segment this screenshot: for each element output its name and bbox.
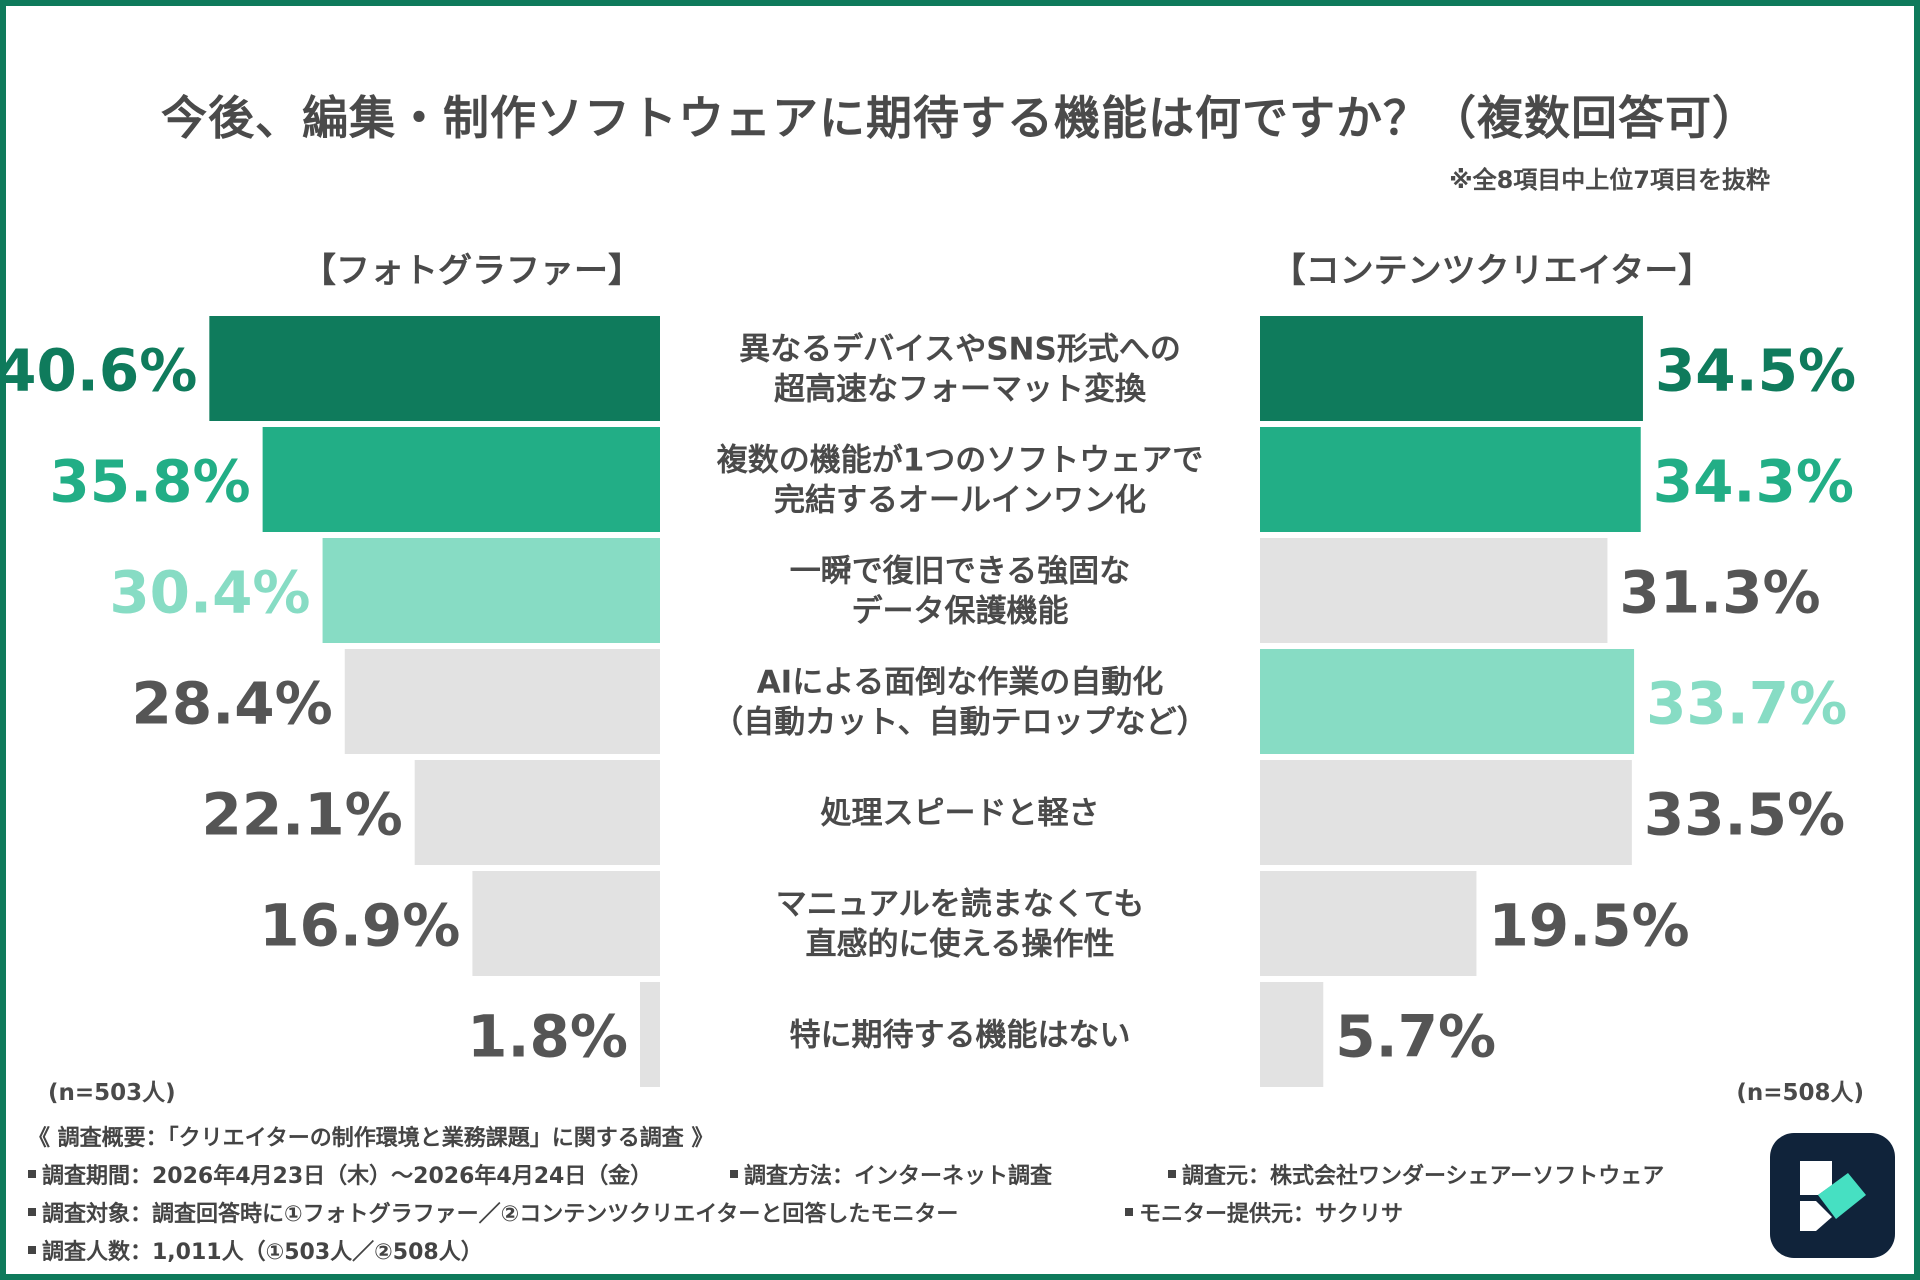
survey-monitor: モニター提供元：サクリサ bbox=[1139, 1202, 1404, 1227]
right-value-label: 33.7% bbox=[1646, 670, 1847, 738]
survey-method: 調査方法：インターネット調査 bbox=[744, 1164, 1053, 1189]
chart-title: 今後、編集・制作ソフトウェアに期待する機能は何ですか？（複数回答可） bbox=[161, 91, 1759, 145]
right-value-label: 31.3% bbox=[1619, 559, 1820, 627]
left-bar bbox=[209, 316, 660, 421]
left-bar bbox=[472, 871, 660, 976]
category-label: （自動カット、自動テロップなど） bbox=[712, 705, 1207, 741]
filmora-logo-icon bbox=[1770, 1133, 1895, 1258]
survey-source-line: 調査元：株式会社ワンダーシェアーソフトウェア bbox=[1168, 1158, 1664, 1190]
survey-method-line: 調査方法：インターネット調査 bbox=[730, 1158, 1052, 1190]
right-bar bbox=[1260, 760, 1632, 865]
left-value-label: 35.8% bbox=[49, 448, 250, 516]
left-bar bbox=[262, 427, 660, 532]
left-sample-size: (n=503人) bbox=[48, 1080, 176, 1106]
category-label: 一瞬で復旧できる強固な bbox=[790, 554, 1130, 590]
right-value-label: 5.7% bbox=[1335, 1003, 1496, 1071]
right-bar bbox=[1260, 871, 1477, 976]
left-value-label: 22.1% bbox=[201, 781, 402, 849]
left-value-label: 30.4% bbox=[109, 559, 310, 627]
survey-count-line: 調査人数：1,011人（①503人／②508人） bbox=[28, 1234, 483, 1266]
right-bar bbox=[1260, 538, 1608, 643]
left-value-label: 28.4% bbox=[132, 670, 333, 738]
category-label: 特に期待する機能はない bbox=[790, 1018, 1131, 1054]
survey-header: 《 調査概要：「クリエイターの制作環境と業務課題」に関する調査 》 bbox=[28, 1126, 714, 1151]
left-group-title: 【フォトグラファー】 bbox=[302, 251, 642, 291]
right-value-label: 33.5% bbox=[1644, 781, 1845, 849]
survey-period: 調査期間：2026年4月23日（木）〜2026年4月24日（金） bbox=[42, 1164, 653, 1189]
category-label: 処理スピードと軽さ bbox=[821, 796, 1100, 832]
survey-monitor-line: モニター提供元：サクリサ bbox=[1125, 1196, 1403, 1228]
survey-target-line: 調査対象：調査回答時に①フォトグラファー／②コンテンツクリエイターと回答したモニ… bbox=[28, 1196, 958, 1228]
right-value-label: 34.3% bbox=[1653, 448, 1854, 516]
right-bar bbox=[1260, 427, 1641, 532]
category-label: 完結するオールインワン化 bbox=[774, 483, 1146, 519]
chart-note: ※全8項目中上位7項目を抜粋 bbox=[1449, 166, 1770, 194]
right-value-label: 34.5% bbox=[1655, 337, 1856, 405]
survey-period-line: 調査期間：2026年4月23日（木）〜2026年4月24日（金） bbox=[28, 1158, 652, 1190]
category-label: データ保護機能 bbox=[852, 594, 1069, 630]
right-bar bbox=[1260, 982, 1324, 1087]
right-sample-size: (n=508人) bbox=[1736, 1080, 1864, 1106]
category-label: 異なるデバイスやSNS形式への bbox=[739, 332, 1181, 368]
survey-count: 調査人数：1,011人（①503人／②508人） bbox=[42, 1240, 483, 1265]
survey-target: 調査対象：調査回答時に①フォトグラファー／②コンテンツクリエイターと回答したモニ… bbox=[42, 1202, 959, 1227]
left-value-label: 16.9% bbox=[259, 892, 460, 960]
left-bar bbox=[344, 649, 660, 754]
left-value-label: 1.8% bbox=[467, 1003, 628, 1071]
left-bar bbox=[640, 982, 660, 1087]
right-bar bbox=[1260, 649, 1635, 754]
category-label: AIによる面倒な作業の自動化 bbox=[757, 665, 1164, 701]
category-label: 直感的に使える操作性 bbox=[805, 927, 1114, 963]
left-bar bbox=[322, 538, 660, 643]
category-label: 超高速なフォーマット変換 bbox=[774, 372, 1147, 408]
category-label: マニュアルを読まなくても bbox=[776, 887, 1145, 923]
left-value-label: 40.6% bbox=[0, 337, 197, 405]
left-bar bbox=[414, 760, 660, 865]
right-bar bbox=[1260, 316, 1643, 421]
right-value-label: 19.5% bbox=[1488, 892, 1689, 960]
survey-source: 調査元：株式会社ワンダーシェアーソフトウェア bbox=[1182, 1164, 1665, 1189]
category-label: 複数の機能が1つのソフトウェアで bbox=[717, 443, 1204, 479]
right-group-title: 【コンテンツクリエイター】 bbox=[1271, 251, 1713, 291]
